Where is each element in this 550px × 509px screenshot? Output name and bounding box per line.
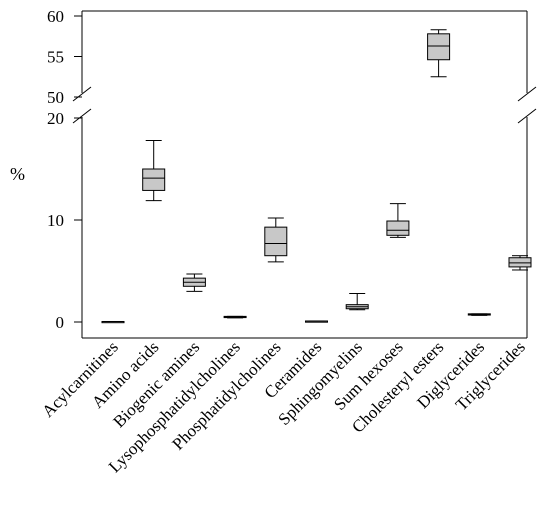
- right-axis-break-lower: [517, 108, 537, 124]
- box-2: [182, 273, 206, 292]
- y-tick-label: 0: [56, 313, 65, 332]
- box-iqr: [508, 257, 532, 268]
- box-iqr: [142, 168, 166, 191]
- right-axis-break-upper: [517, 86, 537, 102]
- y-tick-label: 60: [47, 7, 64, 26]
- box-10: [508, 255, 532, 271]
- axes: [72, 10, 537, 339]
- box-7: [386, 203, 410, 238]
- left-axis-break-lower: [72, 108, 92, 124]
- box-4: [264, 217, 288, 263]
- box-5: [305, 320, 328, 323]
- boxes: [101, 29, 532, 324]
- box-8: [427, 29, 451, 78]
- box-iqr: [427, 33, 451, 61]
- left-axis-break-upper: [72, 86, 92, 102]
- y-ticks: 60 55 50 20 10 0: [47, 7, 82, 332]
- y-tick-label: 50: [47, 88, 64, 107]
- box-1: [142, 139, 166, 202]
- box-iqr: [386, 220, 410, 236]
- y-tick-label: 55: [47, 48, 64, 67]
- y-tick-label: 10: [47, 211, 64, 230]
- y-axis-label: %: [10, 164, 25, 184]
- box-9: [467, 313, 491, 316]
- y-tick-label: 20: [47, 109, 64, 128]
- box-iqr: [264, 226, 288, 257]
- box-6: [345, 292, 369, 311]
- box-3: [223, 315, 247, 319]
- box-0: [101, 320, 125, 324]
